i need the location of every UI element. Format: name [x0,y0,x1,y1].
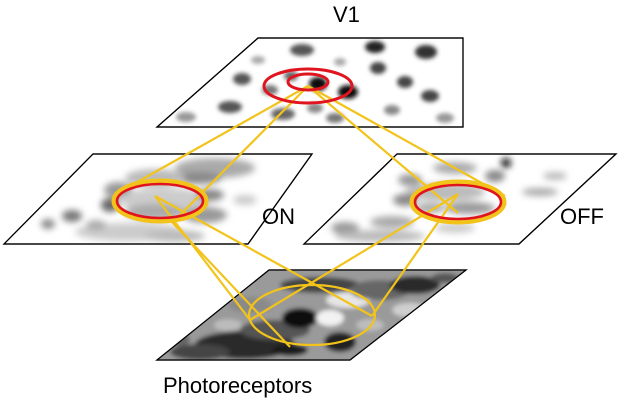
off-label: OFF [560,204,604,230]
photoreceptors-label: Photoreceptors [163,373,312,399]
on-label: ON [262,204,295,230]
off-layer [304,154,616,244]
v1-label: V1 [333,2,360,28]
v1-layer [157,38,463,127]
